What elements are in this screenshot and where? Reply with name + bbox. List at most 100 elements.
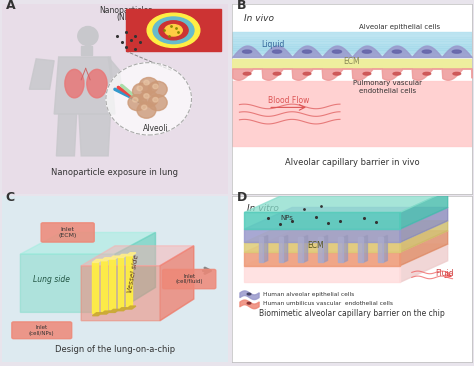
Polygon shape — [118, 308, 128, 311]
Polygon shape — [108, 57, 122, 89]
Text: Blood Flow: Blood Flow — [268, 96, 310, 105]
Polygon shape — [343, 235, 347, 262]
FancyBboxPatch shape — [232, 32, 472, 57]
Point — [336, 218, 344, 224]
Ellipse shape — [247, 293, 251, 295]
Polygon shape — [303, 235, 308, 262]
FancyBboxPatch shape — [232, 46, 472, 48]
Polygon shape — [244, 253, 400, 266]
Ellipse shape — [159, 21, 188, 40]
Ellipse shape — [273, 72, 281, 75]
Circle shape — [153, 84, 158, 89]
Polygon shape — [400, 221, 447, 253]
Polygon shape — [244, 244, 447, 266]
Polygon shape — [244, 212, 400, 229]
Ellipse shape — [164, 25, 182, 36]
Polygon shape — [283, 235, 288, 262]
Polygon shape — [101, 258, 110, 261]
Circle shape — [137, 86, 142, 91]
FancyBboxPatch shape — [259, 238, 264, 262]
Point — [360, 215, 368, 221]
Ellipse shape — [363, 72, 371, 75]
FancyBboxPatch shape — [41, 223, 94, 242]
FancyBboxPatch shape — [232, 32, 472, 34]
Text: Inlet
(cell/fluid): Inlet (cell/fluid) — [175, 274, 203, 284]
Text: (NPs): (NPs) — [116, 13, 137, 22]
FancyBboxPatch shape — [232, 39, 472, 41]
Polygon shape — [54, 57, 115, 114]
FancyBboxPatch shape — [319, 238, 323, 262]
Point — [136, 39, 144, 45]
Ellipse shape — [147, 13, 200, 48]
Polygon shape — [363, 235, 367, 262]
FancyBboxPatch shape — [12, 322, 72, 339]
Polygon shape — [244, 208, 447, 229]
Ellipse shape — [332, 50, 341, 53]
Circle shape — [106, 63, 191, 135]
Polygon shape — [115, 232, 155, 313]
Point — [317, 203, 325, 209]
Polygon shape — [126, 306, 136, 309]
Point — [174, 29, 182, 35]
Point — [372, 220, 380, 225]
Point — [301, 206, 308, 212]
Polygon shape — [244, 191, 447, 212]
Circle shape — [139, 91, 158, 107]
Polygon shape — [400, 191, 447, 229]
Polygon shape — [244, 242, 400, 253]
Point — [122, 45, 130, 51]
FancyBboxPatch shape — [118, 257, 123, 308]
Ellipse shape — [273, 50, 282, 53]
Point — [165, 33, 173, 39]
Point — [122, 29, 130, 35]
Ellipse shape — [333, 72, 341, 75]
Polygon shape — [118, 254, 128, 257]
FancyBboxPatch shape — [279, 238, 283, 262]
Circle shape — [144, 94, 149, 98]
Ellipse shape — [65, 69, 84, 98]
Ellipse shape — [392, 50, 401, 53]
Text: Alveoli: Alveoli — [143, 124, 168, 133]
FancyBboxPatch shape — [232, 48, 472, 51]
Point — [131, 33, 139, 39]
Polygon shape — [244, 229, 400, 242]
Circle shape — [142, 105, 147, 110]
FancyBboxPatch shape — [81, 45, 92, 55]
Polygon shape — [126, 253, 136, 256]
Point — [161, 27, 168, 33]
Text: A: A — [6, 0, 15, 12]
Text: Biomimetic alveolar capillary barrier on the chip: Biomimetic alveolar capillary barrier on… — [259, 309, 445, 318]
Point — [131, 46, 139, 52]
FancyBboxPatch shape — [232, 44, 472, 46]
Text: Fluid: Fluid — [436, 269, 455, 278]
Text: Liquid: Liquid — [261, 40, 284, 49]
Polygon shape — [264, 235, 268, 262]
Text: Nanoparticles: Nanoparticles — [100, 6, 153, 15]
Text: ECM: ECM — [308, 241, 324, 250]
Text: Inlet
(ECM): Inlet (ECM) — [58, 227, 77, 238]
FancyBboxPatch shape — [101, 261, 107, 311]
Polygon shape — [56, 114, 77, 156]
FancyBboxPatch shape — [126, 10, 221, 51]
Point — [276, 221, 284, 227]
Point — [264, 215, 272, 221]
Polygon shape — [400, 244, 447, 283]
Polygon shape — [244, 221, 447, 242]
Text: D: D — [237, 191, 247, 204]
Text: endothelial cells: endothelial cells — [359, 88, 417, 94]
Text: NPs: NPs — [280, 215, 293, 221]
Polygon shape — [20, 232, 155, 313]
FancyBboxPatch shape — [232, 59, 472, 68]
Circle shape — [128, 95, 147, 111]
Point — [127, 37, 135, 43]
Text: B: B — [237, 0, 246, 12]
Polygon shape — [323, 235, 328, 262]
Polygon shape — [160, 246, 194, 321]
FancyBboxPatch shape — [232, 37, 472, 39]
Polygon shape — [92, 313, 102, 316]
Circle shape — [139, 78, 158, 93]
Polygon shape — [79, 114, 110, 156]
Ellipse shape — [453, 72, 461, 75]
Ellipse shape — [302, 50, 311, 53]
Ellipse shape — [452, 50, 461, 53]
